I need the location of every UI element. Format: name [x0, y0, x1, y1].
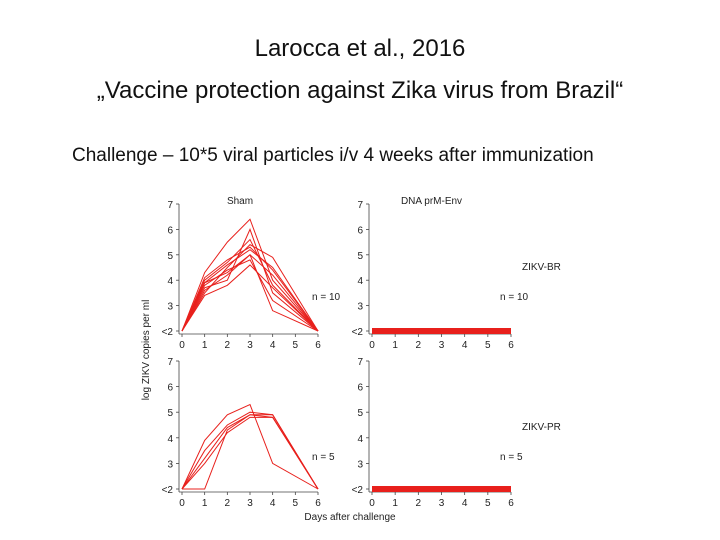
y-tick-label: <2: [162, 327, 174, 338]
annotation: n = 10: [312, 292, 341, 303]
series-line: [181, 259, 319, 332]
y-tick-label: 7: [357, 200, 363, 211]
series-line: [181, 411, 319, 490]
y-tick-label: 6: [357, 383, 363, 394]
series-line: [181, 228, 319, 332]
x-tick-label: 5: [293, 340, 299, 351]
series-line: [181, 403, 319, 490]
y-tick-label: 7: [357, 357, 363, 368]
y-tick-label: 5: [357, 251, 363, 262]
y-tick-label: <2: [162, 485, 174, 496]
x-tick-label: 4: [462, 498, 468, 509]
y-tick-label: 5: [167, 408, 173, 419]
panel-title: DNA prM-Env: [401, 196, 462, 207]
series-line: [181, 238, 319, 332]
x-tick-label: 2: [225, 340, 231, 351]
panel-title: Sham: [227, 196, 253, 207]
x-tick-label: 6: [508, 498, 514, 509]
y-tick-label: 4: [167, 434, 173, 445]
series-line: [181, 246, 319, 332]
x-tick-label: 0: [369, 498, 375, 509]
series-line: [181, 244, 319, 332]
x-tick-label: 2: [225, 498, 231, 509]
x-tick-label: 6: [315, 340, 321, 351]
x-tick-label: 4: [462, 340, 468, 351]
x-tick-label: 1: [392, 498, 398, 509]
series-line: [181, 416, 319, 490]
y-tick-label: 6: [357, 225, 363, 236]
x-tick-label: 1: [202, 340, 208, 351]
x-tick-label: 4: [270, 498, 276, 509]
x-tick-label: 6: [315, 498, 321, 509]
x-tick-label: 1: [392, 340, 398, 351]
annotation: n = 5: [500, 452, 523, 463]
x-tick-label: 2: [416, 340, 422, 351]
y-tick-label: 7: [167, 200, 173, 211]
x-tick-label: 5: [485, 340, 491, 351]
title-line: „Vaccine protection against Zika virus f…: [97, 77, 623, 104]
y-tick-label: 6: [167, 383, 173, 394]
y-tick-label: 3: [167, 459, 173, 470]
y-tick-label: 3: [357, 302, 363, 313]
annotation: n = 10: [500, 292, 529, 303]
annotation: ZIKV-PR: [522, 422, 561, 433]
y-tick-label: 4: [167, 276, 173, 287]
series-line: [181, 253, 319, 332]
subtitle: Challenge – 10*5 viral particles i/v 4 w…: [72, 145, 594, 166]
x-tick-label: 1: [202, 498, 208, 509]
y-tick-label: 4: [357, 276, 363, 287]
y-tick-label: <2: [352, 327, 364, 338]
x-tick-label: 3: [439, 340, 445, 351]
y-tick-label: 5: [357, 408, 363, 419]
y-tick-label: 5: [167, 251, 173, 262]
x-tick-label: 3: [439, 498, 445, 509]
x-tick-label: 5: [293, 498, 299, 509]
y-axis-label: log ZIKV copies per ml: [141, 300, 152, 401]
x-tick-label: 0: [369, 340, 375, 351]
y-tick-label: 6: [167, 225, 173, 236]
y-tick-label: <2: [352, 485, 364, 496]
x-tick-label: 0: [179, 340, 185, 351]
annotation: n = 5: [312, 452, 335, 463]
x-tick-label: 3: [247, 498, 253, 509]
annotation: ZIKV-BR: [522, 262, 561, 273]
x-axis-label: Days after challenge: [304, 512, 396, 523]
title-line: Larocca et al., 2016: [255, 35, 466, 62]
x-tick-label: 4: [270, 340, 276, 351]
series-line: [181, 218, 319, 332]
x-tick-label: 3: [247, 340, 253, 351]
x-tick-label: 2: [416, 498, 422, 509]
series-line: [181, 264, 319, 332]
y-tick-label: 7: [167, 357, 173, 368]
x-tick-label: 5: [485, 498, 491, 509]
y-tick-label: 3: [357, 459, 363, 470]
x-tick-label: 6: [508, 340, 514, 351]
y-tick-label: 3: [167, 302, 173, 313]
y-tick-label: 4: [357, 434, 363, 445]
x-tick-label: 0: [179, 498, 185, 509]
